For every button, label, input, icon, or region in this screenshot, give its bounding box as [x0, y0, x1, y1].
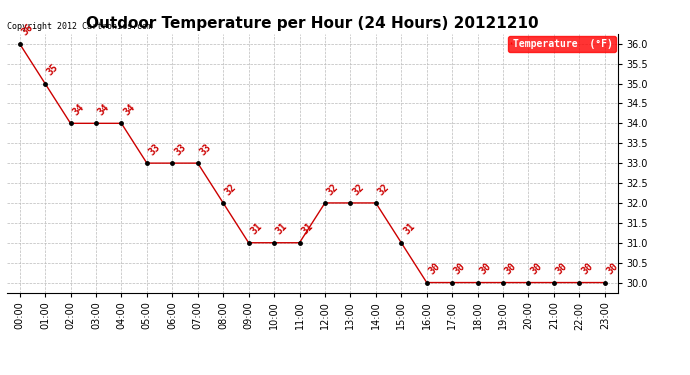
Text: 31: 31: [274, 221, 289, 237]
Text: Copyright 2012 Cartronics.com: Copyright 2012 Cartronics.com: [7, 22, 152, 31]
Text: 30: 30: [605, 261, 620, 277]
Text: 34: 34: [96, 102, 111, 117]
Title: Outdoor Temperature per Hour (24 Hours) 20121210: Outdoor Temperature per Hour (24 Hours) …: [86, 16, 538, 31]
Text: 33: 33: [198, 142, 213, 157]
Text: 32: 32: [325, 182, 340, 197]
Text: 30: 30: [426, 261, 442, 277]
Text: 31: 31: [402, 221, 417, 237]
Text: 32: 32: [376, 182, 391, 197]
Text: 31: 31: [299, 221, 315, 237]
Text: 30: 30: [477, 261, 493, 277]
Text: 30: 30: [554, 261, 569, 277]
Text: 30: 30: [452, 261, 468, 277]
Text: 32: 32: [223, 182, 239, 197]
Text: 30: 30: [503, 261, 518, 277]
Text: 31: 31: [248, 221, 264, 237]
Text: 33: 33: [147, 142, 162, 157]
Text: 33: 33: [172, 142, 188, 157]
Text: 32: 32: [351, 182, 366, 197]
Text: 36: 36: [19, 22, 35, 38]
Text: 34: 34: [121, 102, 137, 117]
Text: 30: 30: [529, 261, 544, 277]
Text: 35: 35: [45, 62, 61, 78]
Text: 34: 34: [70, 102, 86, 117]
Legend: Temperature  (°F): Temperature (°F): [508, 36, 615, 51]
Text: 30: 30: [580, 261, 595, 277]
